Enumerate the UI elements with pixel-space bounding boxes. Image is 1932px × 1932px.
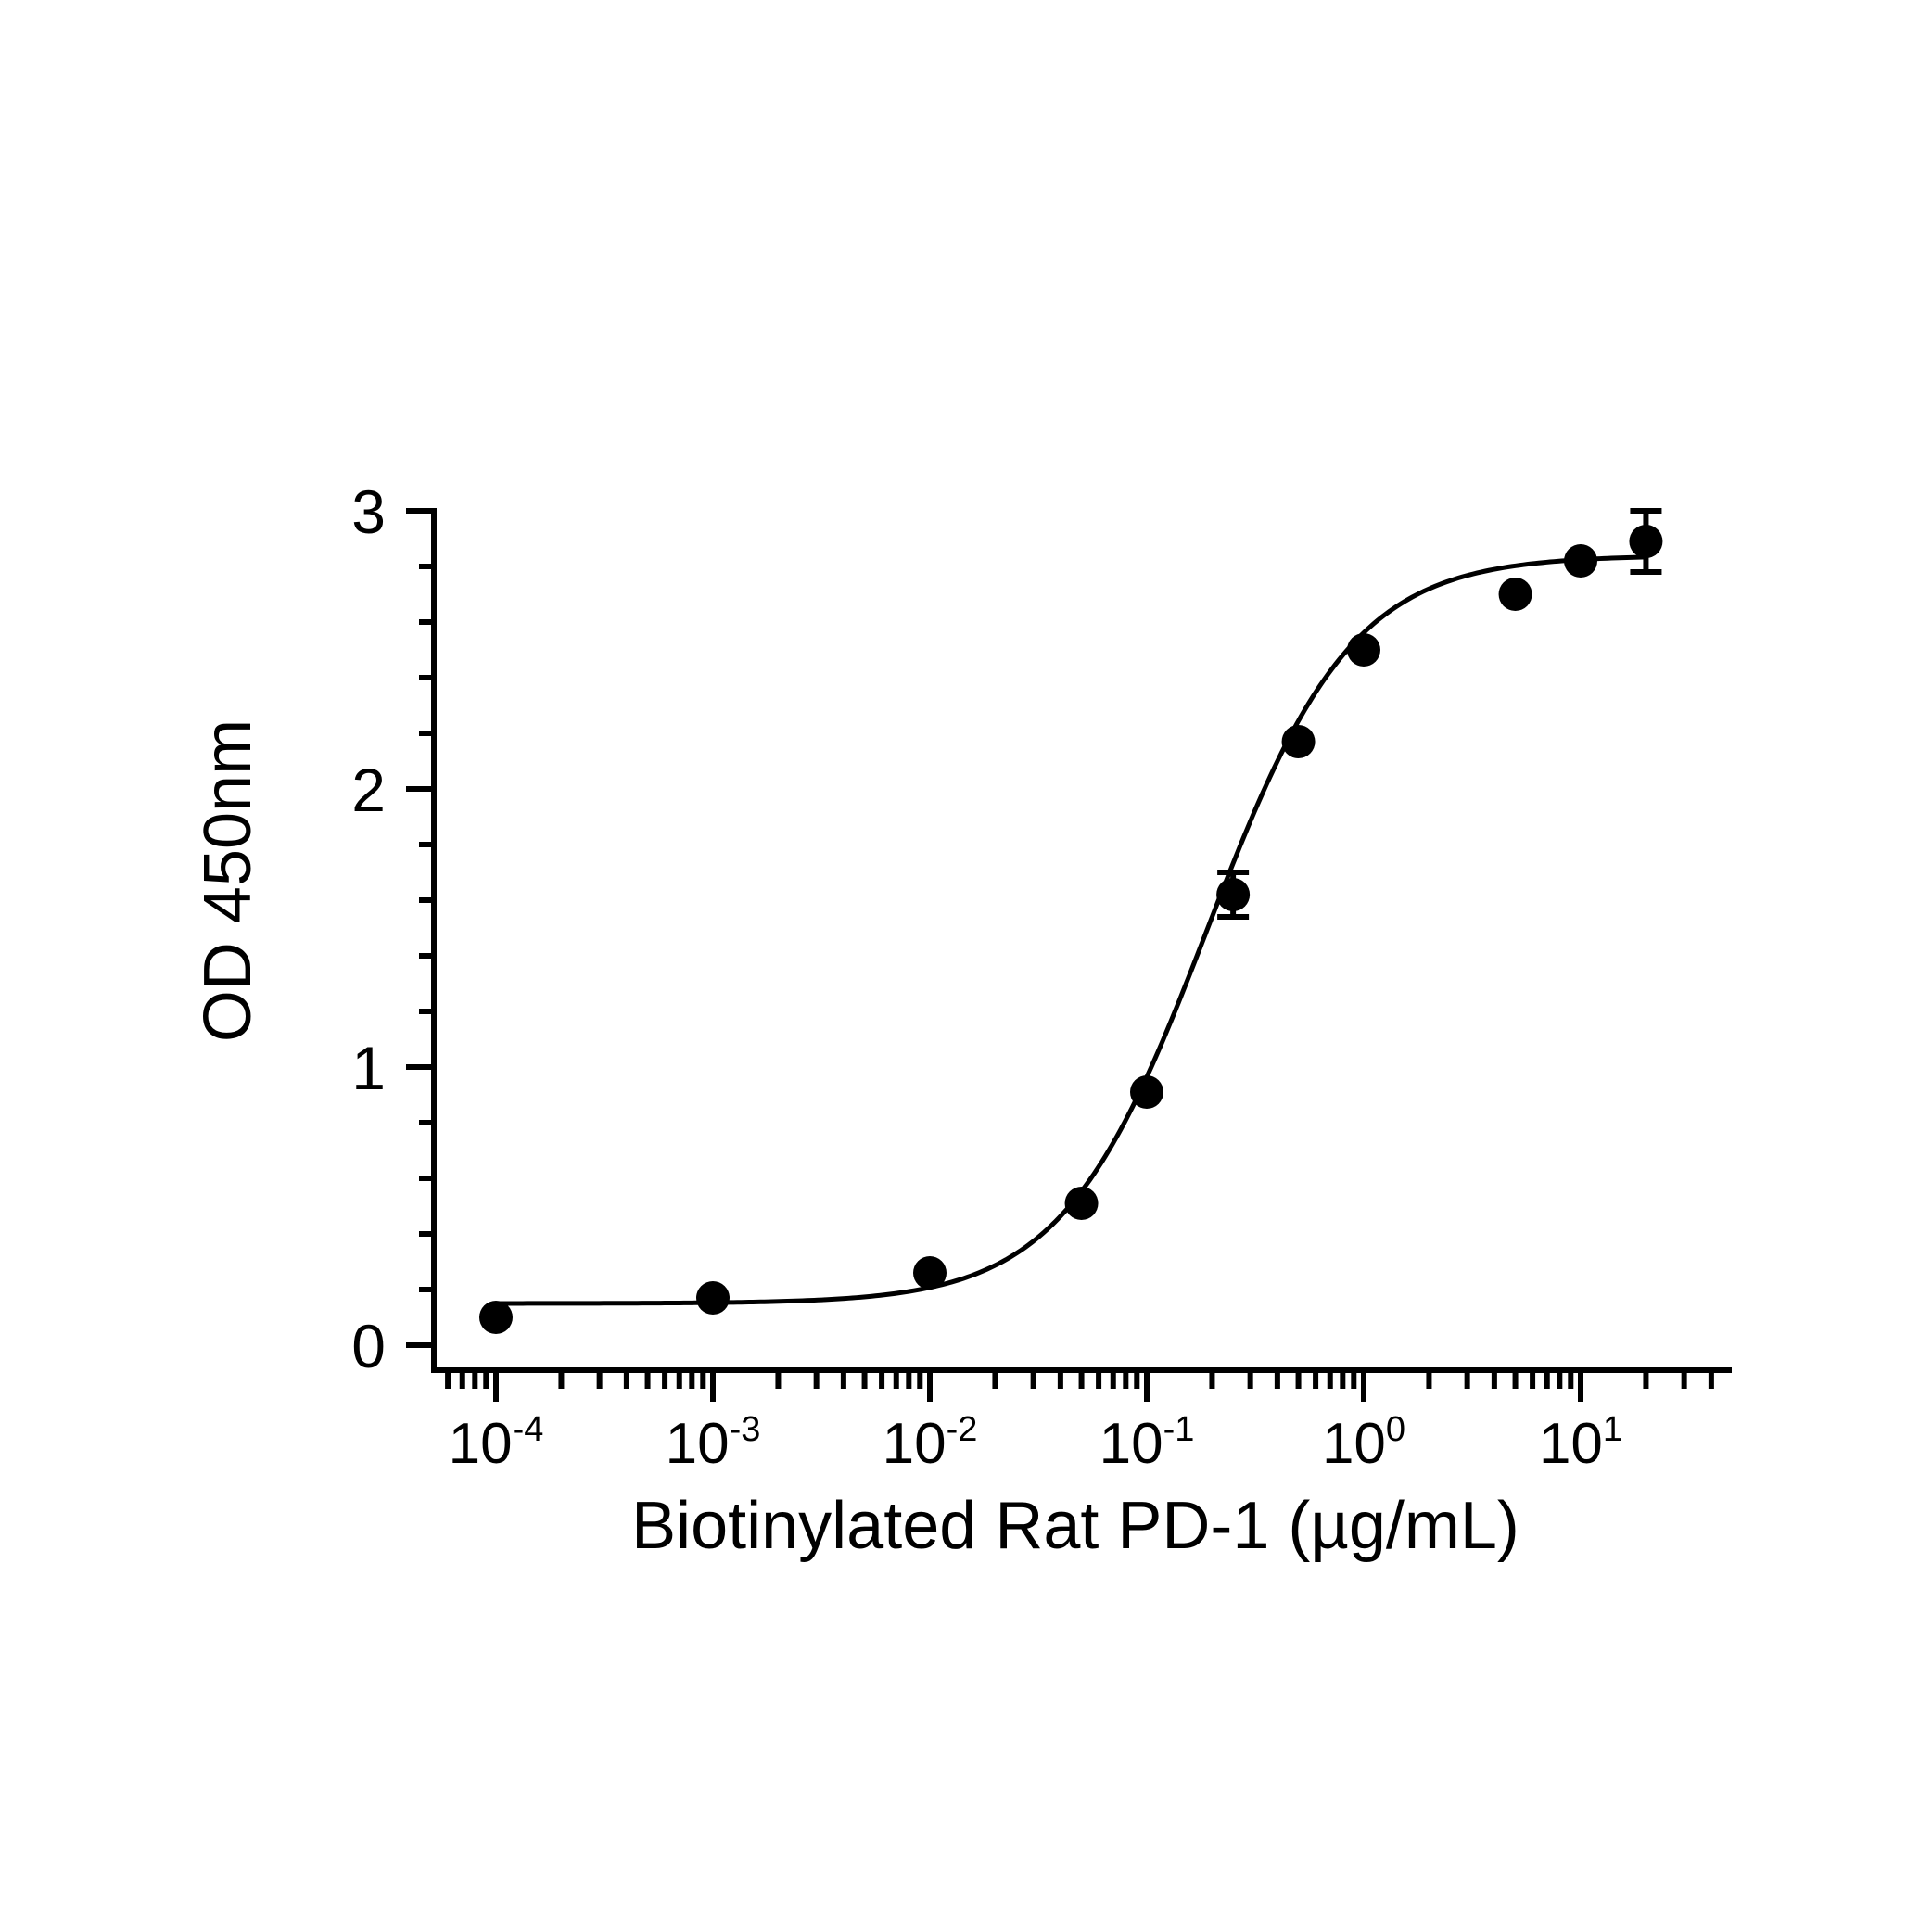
data-point xyxy=(1564,544,1597,578)
x-tick-label: 10-4 xyxy=(449,1410,544,1476)
x-tick-label: 10-3 xyxy=(666,1410,761,1476)
data-point xyxy=(1629,525,1663,558)
data-point xyxy=(1216,878,1251,911)
x-tick-label: 10-2 xyxy=(883,1410,978,1476)
y-tick-label: 3 xyxy=(351,477,386,546)
data-point-layer xyxy=(479,525,1663,1334)
y-tick-label: 1 xyxy=(351,1034,386,1102)
data-point xyxy=(1281,725,1316,758)
data-point xyxy=(913,1256,947,1290)
data-point xyxy=(696,1281,730,1315)
data-point xyxy=(479,1301,513,1334)
y-tick-label: 0 xyxy=(351,1312,386,1380)
y-axis-title: OD 450nm xyxy=(191,719,265,1042)
x-tick-label: 100 xyxy=(1322,1410,1405,1476)
tick-labels: 0 1 2 3 10-4 10-3 10-2 10-1 100 101 xyxy=(351,477,1622,1476)
data-point xyxy=(1064,1187,1099,1220)
data-point xyxy=(1498,578,1532,611)
error-bar-layer xyxy=(1217,508,1662,920)
x-axis-title: Biotinylated Rat PD-1 (µg/mL) xyxy=(631,1489,1519,1563)
x-tick-label: 101 xyxy=(1539,1410,1622,1476)
data-point xyxy=(1130,1075,1163,1109)
axes xyxy=(406,508,1732,1402)
y-tick-label: 2 xyxy=(351,756,386,824)
data-point xyxy=(1347,633,1380,667)
x-tick-label: 10-1 xyxy=(1099,1410,1195,1476)
